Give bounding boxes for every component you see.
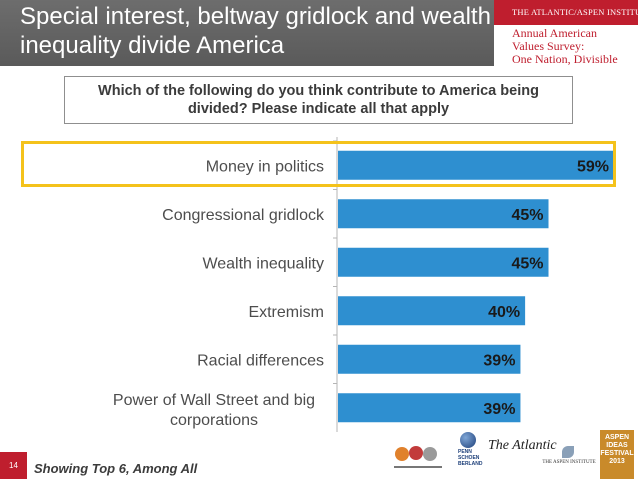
bar (338, 247, 549, 277)
partner-circles-logo (394, 446, 442, 468)
data-label: 59% (577, 158, 609, 175)
psb-line-3: BERLAND (458, 461, 483, 467)
the-atlantic-logo: The Atlantic (488, 438, 557, 453)
aspen-leaf-icon (562, 446, 574, 458)
category-label: Extremism (248, 304, 324, 321)
data-label: 39% (483, 401, 515, 418)
penn-schoen-berland-logo: PENN SCHOEN BERLAND (458, 432, 482, 476)
title-bar: Special interest, beltway gridlock and w… (0, 0, 638, 66)
globe-icon (460, 432, 476, 448)
survey-brand-panel: THE ATLANTIC/ASPEN INSTITUTE Annual Amer… (494, 0, 638, 66)
festival-line-3: FESTIVAL (600, 450, 634, 457)
slide-number: 14 (0, 452, 27, 479)
slide-title-line-2: inequality divide America (20, 32, 285, 59)
slide-title: Special interest, beltway gridlock and w… (20, 2, 520, 60)
category-label: Wealth inequality (202, 255, 324, 272)
chart-footnote: Showing Top 6, Among All (34, 461, 198, 476)
category-label: Power of Wall Street and big corporations (113, 392, 315, 429)
data-label: 40% (488, 304, 520, 321)
data-label: 45% (511, 207, 543, 224)
aspen-institute-name: THE ASPEN INSTITUTE (542, 460, 596, 465)
question-line-1: Which of the following do you think cont… (98, 83, 539, 99)
brand-org-name: THE ATLANTIC/ASPEN INSTITUTE (512, 7, 638, 17)
aspen-institute-logo: THE ASPEN INSTITUTE (538, 446, 600, 472)
survey-name-line-1: Annual American (512, 26, 597, 40)
survey-name: Annual American Values Survey: One Natio… (512, 27, 636, 66)
aspen-ideas-festival-logo: ASPEN IDEAS FESTIVAL 2013 (600, 430, 634, 479)
psb-line-1: PENN (458, 449, 472, 455)
festival-line-1: ASPEN (604, 434, 630, 441)
category-label: Money in politics (206, 158, 324, 175)
data-label: 45% (511, 255, 543, 272)
bar (338, 150, 614, 180)
bar (338, 296, 526, 326)
survey-name-line-3: One Nation, Divisible (512, 52, 618, 66)
question-line-2: divided? Please indicate all that apply (187, 101, 450, 117)
category-label: Congressional gridlock (162, 207, 325, 224)
slide-title-line-1: Special interest, beltway gridlock and w… (20, 3, 491, 30)
bar (338, 393, 521, 423)
category-label: Racial differences (197, 352, 324, 369)
bar (338, 344, 521, 374)
sponsor-logos: PENN SCHOEN BERLAND The Atlantic THE ASP… (392, 430, 638, 479)
survey-question-box: Which of the following do you think cont… (64, 76, 573, 124)
survey-name-line-2: Values Survey: (512, 39, 585, 53)
brand-banner: THE ATLANTIC/ASPEN INSTITUTE (494, 0, 638, 25)
psb-line-2: SCHOEN (458, 455, 480, 461)
data-label: 39% (483, 352, 515, 369)
highlight-box (21, 141, 616, 187)
festival-line-4: 2013 (609, 458, 625, 465)
festival-line-2: IDEAS (606, 442, 628, 449)
bar (338, 199, 549, 229)
